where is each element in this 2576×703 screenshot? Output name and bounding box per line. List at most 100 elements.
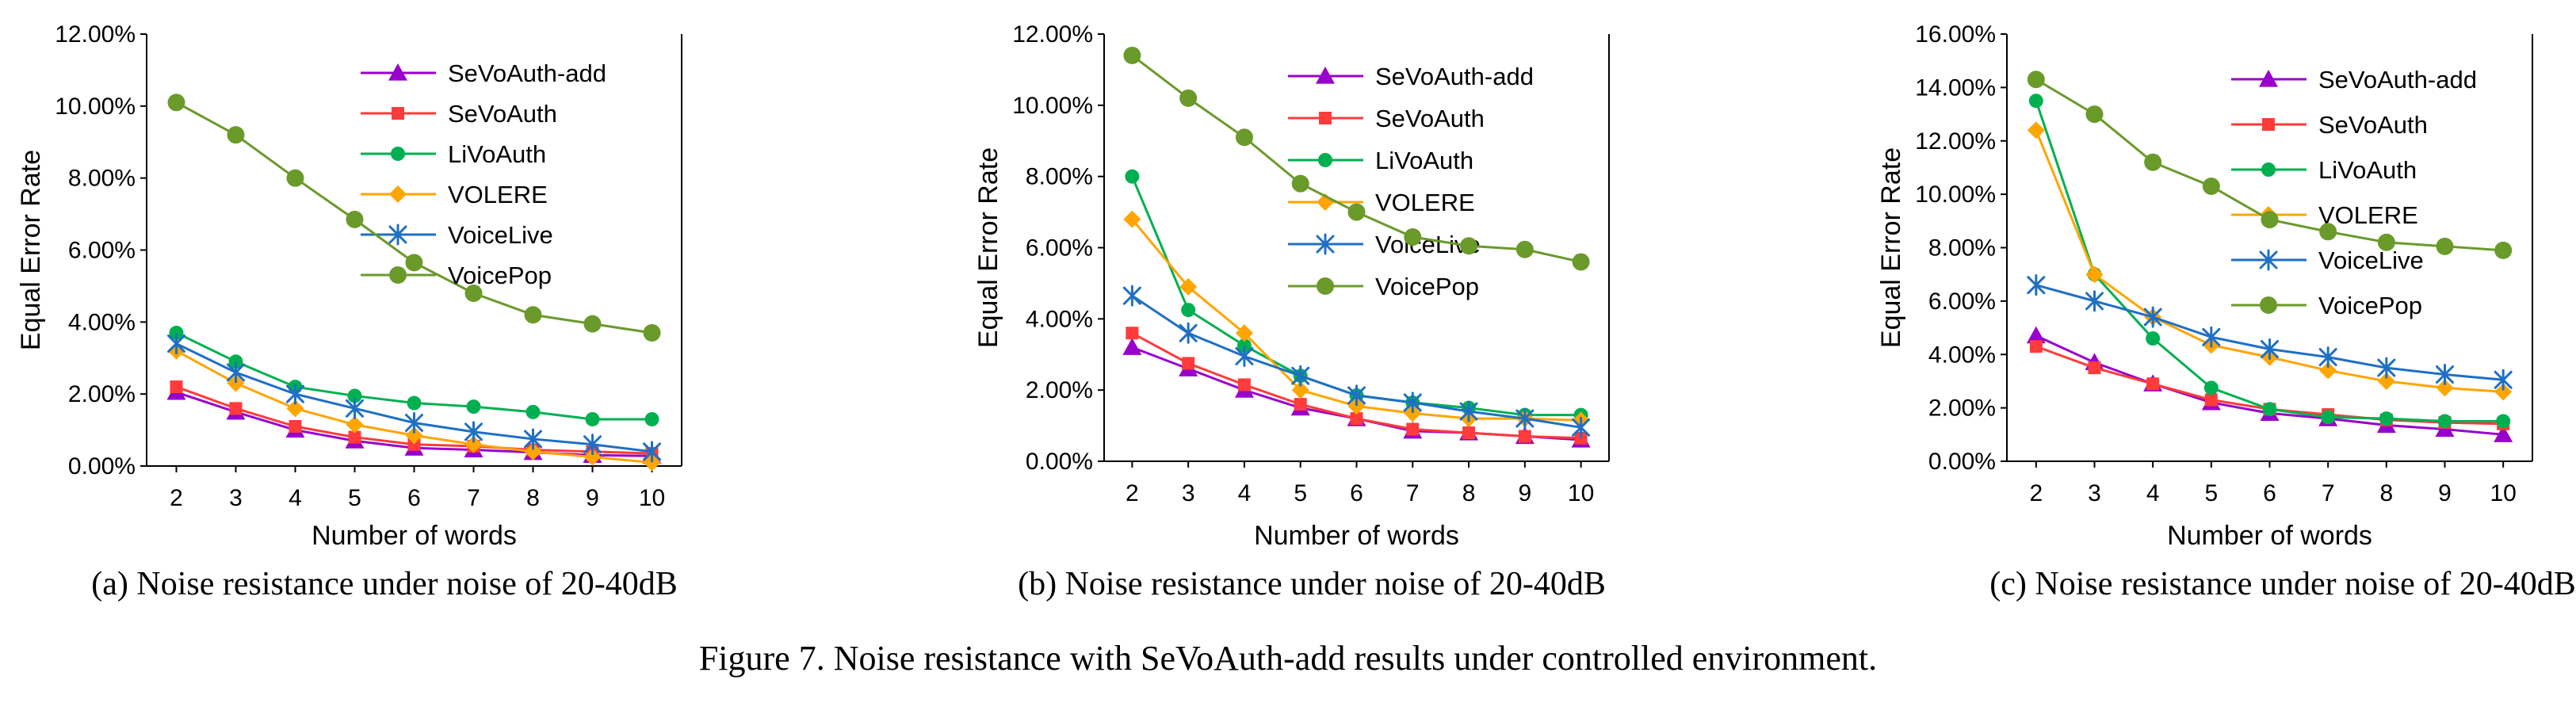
data-point-voicelive (1347, 384, 1366, 407)
legend-swatch-marker (389, 266, 407, 284)
data-point-livoauth (2203, 380, 2219, 395)
legend-label: SeVoAuth-add (2318, 66, 2477, 94)
legend-entry-voicepop: VoicePop (1288, 273, 1479, 300)
data-point-voicepop (1235, 128, 1253, 147)
data-point-volere (2085, 266, 2104, 284)
y-tick-label: 0.00% (1026, 449, 1093, 475)
legend-label: VoiceLive (2318, 246, 2424, 274)
data-point-voicepop (1404, 228, 1422, 246)
data-point-volere (2319, 361, 2337, 380)
data-point-livoauth (2321, 410, 2336, 425)
data-point-voicepop (1460, 237, 1478, 255)
y-tick-label: 14.00% (1915, 75, 1996, 101)
data-point-sevoauth (1350, 412, 1363, 426)
data-point-sevoauth (1182, 357, 1195, 370)
data-point-livoauth (347, 388, 362, 403)
y-tick-label: 12.00% (1012, 21, 1093, 48)
data-point-volere (346, 415, 364, 434)
data-point-sevoauth (289, 420, 302, 434)
data-point-livoauth (526, 404, 541, 419)
data-point-voicepop (167, 94, 185, 112)
data-point-volere (1123, 210, 1141, 228)
y-tick-label: 12.00% (1915, 128, 1996, 155)
legend-swatch-marker (2261, 162, 2276, 177)
data-point-voicelive (2318, 346, 2337, 369)
data-point-livoauth (466, 399, 481, 415)
data-point-livoauth (2028, 94, 2043, 109)
legend-swatch-marker (1319, 112, 1332, 124)
y-axis-label: Equal Error Rate (1876, 147, 1906, 348)
legend-label: SeVoAuth-add (448, 59, 606, 87)
data-point-sevoauth (1294, 398, 1307, 411)
data-point-sevoauth (2146, 377, 2160, 391)
data-point-sevoauth-add (1122, 338, 1142, 355)
legend-label: SeVoAuth (448, 100, 557, 128)
chart-panel-3: 0.00% 2.00% 4.00% 6.00% 8.00% 10.00% 12.00% 14.… (1876, 21, 2576, 602)
legend-label: VoicePop (2318, 292, 2422, 319)
data-point-voicelive (227, 361, 245, 384)
x-tick-label: 3 (229, 485, 243, 511)
legend-entry-sevoauth: SeVoAuth (1288, 105, 1485, 132)
data-point-volere (1291, 381, 1309, 399)
series-voicelive (1122, 285, 1591, 438)
x-tick-label: 5 (348, 485, 361, 511)
data-point-sevoauth (348, 430, 361, 444)
y-tick-label: 0.00% (1928, 449, 1996, 475)
legend-label: VOLERE (1375, 189, 1475, 216)
legend-entry-sevoauth: SeVoAuth (2231, 111, 2428, 139)
data-point-voicelive (464, 421, 483, 443)
y-tick-label: 10.00% (1012, 93, 1093, 119)
legend-entry-voicelive: VoiceLive (2231, 246, 2424, 274)
data-point-voicepop (1347, 203, 1366, 221)
legend-label: VoiceLive (448, 221, 553, 249)
series-line-voicepop (175, 101, 652, 334)
legend-label: SeVoAuth (2318, 111, 2428, 139)
data-point-voicepop (1515, 240, 1534, 258)
y-tick-label: 8.00% (1026, 164, 1093, 190)
data-point-livoauth (407, 395, 422, 411)
y-axis-label: Equal Error Rate (973, 147, 1003, 348)
data-point-voicepop (2436, 237, 2454, 255)
data-point-sevoauth-add (2026, 326, 2046, 344)
legend-entry-voicepop: VoicePop (2231, 292, 2422, 319)
data-point-volere (2377, 372, 2395, 390)
x-tick-label: 10 (1568, 480, 1594, 506)
data-point-voicepop (2202, 178, 2220, 196)
legend-swatch-marker (1316, 67, 1335, 84)
x-tick-label: 8 (1462, 480, 1476, 506)
data-point-livoauth (169, 325, 184, 340)
legend-entry-sevoauth-add: SeVoAuth-add (2231, 66, 2477, 94)
y-tick-label: 2.00% (1928, 395, 1996, 422)
data-point-voicepop (583, 315, 602, 333)
data-point-voicepop (643, 323, 661, 342)
data-point-sevoauth (170, 380, 183, 394)
data-point-voicelive (286, 383, 304, 405)
data-point-voicelive (524, 428, 542, 450)
data-point-livoauth (2379, 411, 2394, 426)
data-point-voicelive (1572, 416, 1591, 438)
legend-entry-livoauth: LiVoAuth (2231, 156, 2417, 184)
data-point-sevoauth (407, 437, 421, 451)
data-point-volere (1179, 277, 1198, 296)
y-axis-label: Equal Error Rate (16, 150, 46, 350)
x-tick-label: 10 (639, 485, 665, 511)
series-volere (167, 342, 661, 472)
data-point-voicepop (524, 306, 542, 324)
data-point-sevoauth (1237, 378, 1251, 392)
data-point-sevoauth (1126, 327, 1139, 340)
y-tick-label: 6.00% (1026, 235, 1093, 262)
y-tick-label: 6.00% (1928, 288, 1996, 315)
data-point-sevoauth-add (2494, 425, 2513, 442)
data-point-voicepop (2319, 223, 2337, 241)
x-tick-label: 8 (526, 485, 540, 511)
x-tick-label: 6 (2263, 480, 2276, 506)
data-point-volere (524, 442, 542, 460)
series-sevoauth (1126, 327, 1588, 445)
data-point-voicelive (1291, 365, 1310, 387)
data-point-livoauth (585, 411, 600, 426)
data-point-voicelive (1179, 322, 1198, 344)
data-point-voicepop (2085, 105, 2104, 124)
x-axis-label: Number of words (1254, 521, 1459, 551)
data-point-voicepop (2027, 71, 2045, 89)
legend-swatch-marker (388, 224, 407, 246)
